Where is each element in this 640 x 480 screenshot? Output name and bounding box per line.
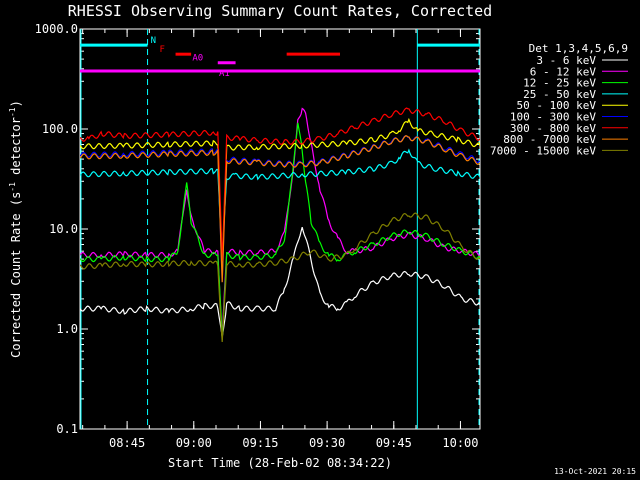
series-line-3 <box>80 122 480 341</box>
flag-label: A0 <box>192 54 203 64</box>
footer-timestamp: 13-Oct-2021 20:15 <box>554 467 636 476</box>
flag-label: N <box>151 36 156 46</box>
legend-entry-label: 12 - 25 keV <box>523 77 596 90</box>
flag-label: A1 <box>219 69 230 79</box>
series-line-4 <box>80 148 480 259</box>
y-axis-label-sup: -1 <box>8 182 17 192</box>
x-tick-label: 08:45 <box>109 436 145 450</box>
axes: 0.1 1.0 10.0 100.0 1000.0 08:45 09:00 09:15 09:3… <box>35 22 480 450</box>
plot-frame <box>79 28 481 430</box>
x-axis-label: Start Time (28-Feb-02 08:34:22) <box>168 456 392 470</box>
legend-entry-label: 50 - 100 keV <box>517 99 597 112</box>
y-axis-label-sup2: -1 <box>8 107 17 117</box>
legend-entry-label: 100 - 300 keV <box>510 111 596 124</box>
series-line-8 <box>80 135 480 283</box>
y-axis-label-close: ) <box>9 100 23 107</box>
x-tick-label: 09:45 <box>376 436 412 450</box>
flag-group: NF A0 A1 <box>80 36 480 79</box>
y-tick-label: 1.0 <box>56 322 78 336</box>
x-tick-label: 09:00 <box>176 436 212 450</box>
y-tick-label: 1000.0 <box>35 22 78 36</box>
time-markers <box>80 29 480 429</box>
y-tick-label: 100.0 <box>42 122 78 136</box>
y-axis-label-main: Corrected Count Rate (s <box>9 192 23 358</box>
legend-entry-label: 3 - 6 keV <box>536 54 596 67</box>
series-line-5 <box>80 117 480 269</box>
legend-entry-label: 25 - 50 keV <box>523 88 596 101</box>
y-axis-label-mid: detector <box>9 117 23 182</box>
series-line-9 <box>80 212 480 343</box>
legend-entry-label: 300 - 800 keV <box>510 122 596 135</box>
series-line-1 <box>80 227 480 338</box>
y-tick-label: 10.0 <box>49 222 78 236</box>
legend-entry-label: 6 - 12 keV <box>530 65 597 78</box>
y-axis-label: Corrected Count Rate (s-1 detector-1) <box>8 100 23 358</box>
x-tick-label: 09:30 <box>309 436 345 450</box>
chart-title: RHESSI Observing Summary Count Rates, Co… <box>68 2 492 20</box>
flag-label: F <box>160 45 165 55</box>
series-group <box>80 107 480 343</box>
legend-title: Det 1,3,4,5,6,9 <box>529 42 628 55</box>
series-line-7 <box>80 107 480 262</box>
series-clip-group <box>80 107 480 343</box>
y-tick-label: 0.1 <box>56 422 78 436</box>
x-tick-label: 09:15 <box>242 436 278 450</box>
plot-border <box>79 28 481 430</box>
legend-entry-label: 800 - 7000 keV <box>503 133 596 146</box>
legend-entry-label: 7000 - 15000 keV <box>490 144 596 157</box>
x-tick-label: 10:00 <box>442 436 478 450</box>
